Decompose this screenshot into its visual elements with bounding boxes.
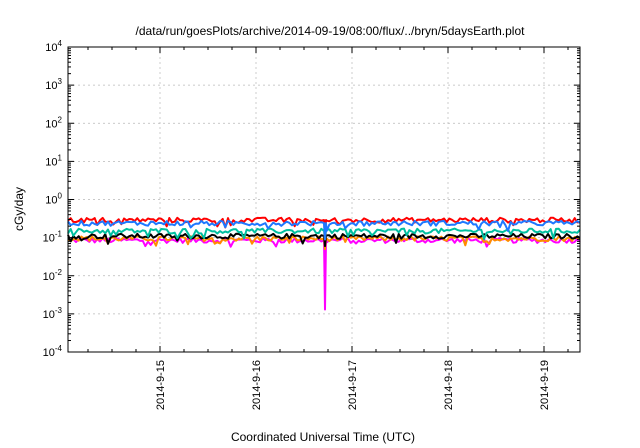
series-line [67,235,581,251]
y-tick-label: 104 [45,39,62,54]
series-group [67,216,581,311]
x-tick-label: 2014-9-18 [443,360,455,410]
series-line [67,232,581,248]
x-tick-label: 2014-9-16 [251,360,263,410]
x-tick-labels: 2014-9-15 2014-9-16 2014-9-17 2014-9-18 2014… [155,360,551,410]
x-axis-label: Coordinated Universal Time (UTC) [231,430,415,444]
y-tick-label: 100 [45,192,62,207]
y-tick-label: 10-4 [43,344,63,359]
y-tick-labels: 10-4 10-3 10-2 10-1 100 101 102 103 104 [43,39,63,359]
y-tick-label: 10-1 [43,230,63,245]
series-line [67,219,581,241]
y-tick-label: 103 [45,77,62,92]
x-tick-label: 2014-9-17 [347,360,359,410]
ticks [68,46,580,353]
y-tick-label: 101 [45,153,62,168]
x-tick-label: 2014-9-19 [539,360,551,410]
chart-title: /data/run/goesPlots/archive/2014-09-19/0… [136,24,526,38]
y-tick-label: 102 [45,115,62,130]
y-tick-label: 10-2 [43,268,63,283]
x-tick-label: 2014-9-15 [155,360,167,410]
y-tick-label: 10-3 [43,306,63,321]
y-axis-label: cGy/day [12,187,26,231]
